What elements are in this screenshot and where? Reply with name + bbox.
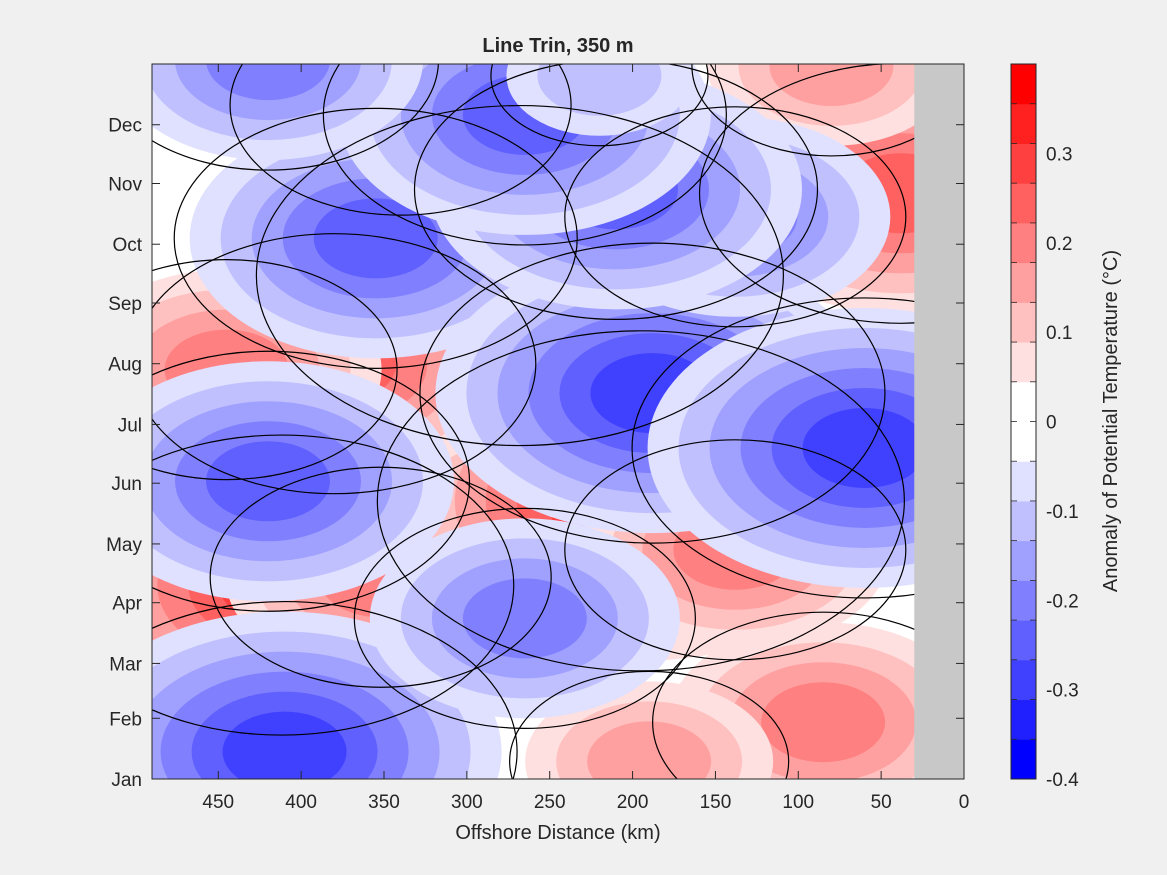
y-tick-label: Oct (112, 235, 142, 256)
zero-contour-10 (691, 64, 964, 157)
zero-contour-2 (255, 104, 784, 447)
colorbar-label: Anomaly of Potential Temperature (°C) (1100, 250, 1122, 592)
colorbar-level (1011, 64, 1036, 105)
y-axis: Jan Feb Mar Apr May Jun Jul Aug Sep Oct Nov Dec (106, 116, 964, 791)
zero-contour-17 (419, 242, 886, 544)
colorbar-ticks: -0.4 -0.3 -0.2 -0.1 0 0.1 0.2 0.3 (1046, 144, 1079, 791)
colorbar-level (1011, 500, 1036, 542)
colorbar-frame (1010, 63, 1037, 780)
anomaly-level--0.10 (537, 64, 662, 116)
chart-title: Line Trin, 350 m (482, 35, 633, 57)
zero-contour-11 (509, 670, 790, 779)
colorbar-level (1011, 143, 1036, 184)
colorbar-level (1011, 540, 1036, 581)
colorbar-tick-label: 0.3 (1046, 144, 1072, 165)
zero-contour-0 (152, 434, 515, 736)
colorbar-level (1011, 222, 1036, 264)
zero-contour-13 (173, 107, 578, 369)
zero-contour-16 (353, 507, 696, 729)
x-tick-label: 350 (368, 792, 400, 813)
x-tick-label: 300 (451, 792, 483, 813)
colorbar: -0.4 -0.3 -0.2 -0.1 0 0.1 0.2 0.3 Anomaly of Po… (1010, 63, 1122, 791)
y-tick-label: Jun (111, 474, 142, 495)
x-tick-label: 100 (782, 792, 814, 813)
zero-contour-1 (209, 466, 552, 688)
colorbar-level (1011, 103, 1036, 144)
anomaly-level-0.15 (769, 64, 894, 106)
colorbar-level (1011, 659, 1036, 701)
colorbar-tick-label: 0 (1046, 413, 1057, 434)
cold-anomaly-22 (152, 64, 423, 161)
colorbar-tick-label: -0.1 (1046, 502, 1079, 523)
x-tick-label: 400 (285, 792, 317, 813)
x-tick-label: 0 (959, 792, 970, 813)
plot-frame (151, 63, 965, 780)
x-tick-label: 150 (700, 792, 732, 813)
anomaly-level--0.20 (462, 578, 587, 659)
colorbar-level (1011, 381, 1036, 422)
zero-contour-14 (152, 350, 471, 612)
y-tick-label: May (106, 535, 142, 556)
zero-contour-8 (229, 64, 572, 216)
plot-area: 450 400 350 300 250 200 150 100 50 0 Jan Feb Mar Apr… (106, 63, 969, 813)
x-tick-label: 250 (534, 792, 566, 813)
zero-contour-4 (564, 439, 907, 661)
x-tick-label: 450 (202, 792, 234, 813)
y-tick-label: Jul (118, 415, 142, 436)
y-tick-label: Dec (108, 116, 142, 137)
anomaly-level--0.25 (206, 441, 330, 522)
colorbar-level (1011, 580, 1036, 621)
zero-contour-lines (152, 64, 964, 779)
anomaly-level--0.30 (802, 407, 927, 488)
zero-contour-5 (652, 611, 964, 779)
colorbar-tick-label: -0.3 (1046, 681, 1079, 702)
anomaly-level--0.25 (313, 198, 438, 279)
x-tick-label: 200 (617, 792, 649, 813)
y-tick-label: Jan (111, 770, 142, 791)
y-tick-label: Nov (108, 174, 142, 195)
y-tick-label: Apr (112, 594, 142, 615)
colorbar-tick-label: 0.2 (1046, 234, 1072, 255)
colorbar-level (1011, 620, 1036, 661)
colorbar-level (1011, 262, 1036, 303)
x-axis: 450 400 350 300 250 200 150 100 50 0 (202, 64, 969, 813)
land-mask (914, 64, 964, 779)
anomaly-level--0.15 (175, 64, 361, 121)
colorbar-level (1011, 421, 1036, 462)
colorbar-tick-label: 0.1 (1046, 323, 1072, 344)
zero-contour-18 (631, 297, 964, 599)
anomaly-level--0.20 (206, 64, 330, 101)
y-tick-label: Feb (109, 709, 142, 730)
zero-contour-21 (322, 64, 727, 246)
colorbar-level (1011, 342, 1036, 383)
colorbar-tick-label: -0.2 (1046, 591, 1079, 612)
zero-contour-3 (376, 330, 905, 672)
zero-contour-22 (152, 64, 439, 171)
anomaly-level-0.20 (761, 682, 886, 763)
colorbar-tick-label: -0.4 (1046, 770, 1079, 791)
cold-anomaly-16 (369, 518, 680, 719)
zero-contour-7 (152, 259, 398, 481)
colorbar-level (1011, 302, 1036, 343)
colorbar-levels (1011, 64, 1036, 780)
zero-contour-19 (564, 106, 907, 328)
zero-contour-6 (152, 233, 537, 495)
y-tick-label: Sep (108, 294, 142, 315)
colorbar-level (1011, 739, 1036, 780)
x-tick-label: 50 (871, 792, 892, 813)
colorbar-level (1011, 461, 1036, 502)
colorbar-level (1011, 183, 1036, 224)
y-tick-label: Aug (108, 355, 142, 376)
zero-contour-23 (490, 64, 709, 147)
zero-contour-9 (698, 64, 964, 324)
y-tick-label: Mar (109, 654, 142, 675)
cold-anomaly-23 (506, 64, 693, 136)
zero-contour-15 (152, 601, 518, 779)
zero-contour-20 (413, 64, 819, 320)
x-axis-label: Offshore Distance (km) (455, 822, 660, 844)
anomaly-level--0.30 (222, 711, 347, 779)
anomaly-level-0.15 (587, 721, 712, 779)
colorbar-level (1011, 699, 1036, 740)
